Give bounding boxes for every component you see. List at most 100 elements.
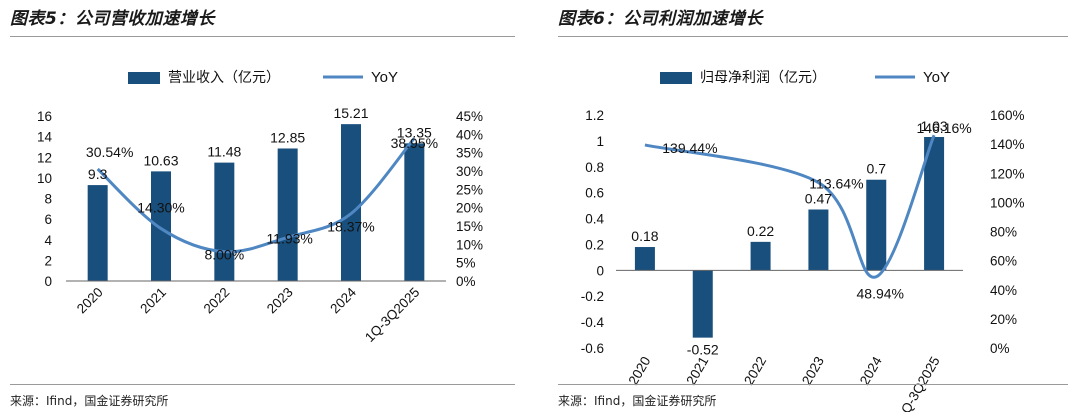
bar-value-label: 15.21 <box>333 105 368 121</box>
yoy-line <box>96 137 416 254</box>
y2-axis-tick-label: 15% <box>456 219 483 234</box>
y2-axis-tick-label: 25% <box>456 182 483 197</box>
x-axis-tick-label: 2021 <box>137 285 169 317</box>
chart-title: 图表5：公司营收加速增长 <box>10 9 215 29</box>
y2-axis-tick-label: 10% <box>456 237 483 252</box>
yoy-line <box>644 134 936 279</box>
legend-line-label: YoY <box>371 69 398 86</box>
x-axis-tick-label: 2023 <box>264 285 296 317</box>
legend-bar-swatch <box>128 72 160 84</box>
source-note: 来源：Ifind，国金证券研究所 <box>10 394 169 408</box>
y-axis-tick-label: 0.6 <box>585 186 604 201</box>
bar-value-label: -0.52 <box>687 342 719 358</box>
bar <box>808 209 829 271</box>
y-axis-tick-label: -0.4 <box>581 315 605 330</box>
bar-value-label: 0.47 <box>805 190 832 206</box>
y-axis-tick-label: 16 <box>37 109 52 124</box>
x-axis-tick-label: 2021 <box>683 354 711 388</box>
x-axis-tick-label: 2020 <box>626 354 654 388</box>
legend-line-label: YoY <box>923 69 950 86</box>
bar <box>692 270 713 338</box>
x-axis-tick-label: 2023 <box>799 354 827 388</box>
bar-value-label: 12.85 <box>270 129 305 145</box>
legend-bar-swatch <box>660 72 692 84</box>
title-divider <box>558 36 1068 37</box>
bar <box>404 143 425 281</box>
y-axis-tick-label: 6 <box>44 212 52 227</box>
source-divider <box>558 384 1068 385</box>
chart-title: 图表6：公司利润加速增长 <box>558 9 763 29</box>
y-axis-tick-label: 10 <box>37 171 52 186</box>
y2-axis-tick-label: 0% <box>990 341 1010 356</box>
y-axis-tick-label: 12 <box>37 150 52 165</box>
bar-value-label: 1.03 <box>920 118 947 134</box>
y2-axis-tick-label: 80% <box>990 225 1017 240</box>
yoy-value-label: 11.93% <box>266 230 312 246</box>
yoy-value-label: 8.00% <box>204 247 244 263</box>
bar <box>750 241 771 271</box>
title-divider <box>10 36 515 37</box>
legend-bar-label: 营业收入（亿元） <box>168 69 280 85</box>
y2-axis-tick-label: 20% <box>990 312 1017 327</box>
bar-value-label: 13.35 <box>397 124 432 140</box>
y-axis-tick-label: -0.6 <box>581 341 604 356</box>
yoy-value-label: 139.44% <box>662 140 717 156</box>
y-axis-tick-label: 2 <box>44 253 52 268</box>
bar-value-label: 0.18 <box>631 228 658 244</box>
bar-value-label: 11.48 <box>207 144 241 160</box>
legend-bar-label: 归母净利润（亿元） <box>700 69 826 85</box>
yoy-value-label: 146.16% <box>916 120 971 136</box>
yoy-value-label: 48.94% <box>857 286 904 302</box>
y-axis-tick-label: 1.2 <box>585 108 604 123</box>
y2-axis-tick-label: 100% <box>990 195 1025 210</box>
y2-axis-tick-label: 0% <box>456 274 476 289</box>
bar <box>87 185 108 281</box>
yoy-value-label: 18.37% <box>327 219 374 235</box>
bar-value-label: 10.63 <box>143 152 178 168</box>
bar-value-label: 0.22 <box>747 223 774 239</box>
y2-axis-tick-label: 120% <box>990 166 1025 181</box>
y-axis-tick-label: 0 <box>596 263 604 278</box>
y2-axis-tick-label: 40% <box>990 283 1017 298</box>
x-axis-tick-label: 1Q-3Q2025 <box>362 285 422 345</box>
y2-axis-tick-label: 60% <box>990 254 1017 269</box>
y-axis-tick-label: 0.2 <box>585 237 604 252</box>
y-axis-tick-label: -0.2 <box>581 289 604 304</box>
source-note: 来源：Ifind，国金证券研究所 <box>558 394 717 408</box>
y2-axis-tick-label: 45% <box>456 109 483 124</box>
y-axis-tick-label: 4 <box>44 233 52 248</box>
bar <box>634 247 655 271</box>
y2-axis-tick-label: 20% <box>456 201 483 216</box>
y-axis-tick-label: 8 <box>44 192 52 207</box>
y2-axis-tick-label: 35% <box>456 146 483 161</box>
y2-axis-tick-label: 40% <box>456 127 483 142</box>
y2-axis-tick-label: 140% <box>990 137 1025 152</box>
y-axis-tick-label: 1 <box>596 134 604 149</box>
y-axis-tick-label: 0.8 <box>585 160 604 175</box>
x-axis-tick-label: 1Q-3Q2025 <box>894 354 942 412</box>
profit-chart: 归母净利润（亿元） YoY -0.6 -0.4 -0.2 0 0.2 0.4 0.6 0.8 1 1.… <box>581 69 1025 412</box>
x-axis-tick-label: 2022 <box>201 285 233 317</box>
bar <box>214 162 235 281</box>
bar <box>924 137 945 271</box>
yoy-value-label: 38.95% <box>391 135 438 151</box>
y2-axis-tick-label: 160% <box>990 108 1025 123</box>
bar <box>277 148 298 281</box>
y-axis-tick-label: 14 <box>37 130 53 145</box>
revenue-chart: 营业收入（亿元） YoY 0 2 4 6 8 10 12 14 16 0% 5% 10% 15% 20% 25%… <box>37 69 483 345</box>
x-axis-tick-label: 2024 <box>857 354 885 388</box>
x-axis-tick-label: 2022 <box>741 354 769 388</box>
x-axis-tick-label: 2024 <box>327 284 359 316</box>
source-divider <box>10 384 515 385</box>
bar-value-label: 0.7 <box>867 161 887 177</box>
yoy-value-label: 30.54% <box>86 144 133 160</box>
y2-axis-tick-label: 30% <box>456 164 483 179</box>
bar-value-label: 9.3 <box>88 166 108 182</box>
yoy-value-label: 113.64% <box>809 176 863 192</box>
revenue-chart-panel: 图表5：公司营收加速增长 营业收入（亿元） YoY 0 2 4 6 8 10 12 14 16 0% 5… <box>10 9 515 408</box>
x-axis-tick-label: 2020 <box>74 285 106 317</box>
y-axis-tick-label: 0.4 <box>585 212 604 227</box>
yoy-value-label: 14.30% <box>137 200 184 216</box>
bar <box>151 171 171 281</box>
y2-axis-tick-label: 5% <box>456 256 476 271</box>
